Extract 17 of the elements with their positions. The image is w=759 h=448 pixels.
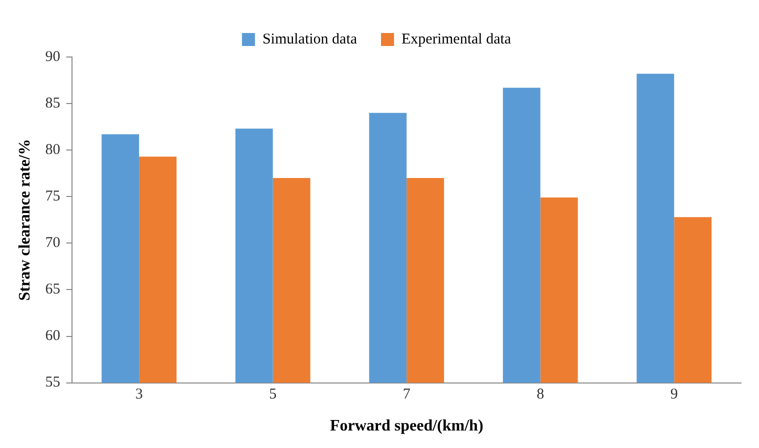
- y-tick-label: 75: [45, 188, 60, 205]
- y-tick-label: 65: [45, 282, 60, 298]
- y-tick-label: 85: [45, 95, 60, 112]
- y-tick-label: 55: [45, 374, 60, 391]
- legend-label: Simulation data: [262, 31, 358, 48]
- x-tick-label: 8: [536, 386, 544, 403]
- y-tick-label: 80: [45, 142, 60, 158]
- x-tick-label: 7: [402, 386, 411, 403]
- legend-label: Experimental data: [402, 31, 512, 48]
- y-axis-title: Straw clearance rate/%: [16, 139, 34, 301]
- y-tick-label: 70: [45, 235, 60, 252]
- y-tick-label: 60: [45, 328, 60, 344]
- x-tick-label: 5: [269, 386, 277, 403]
- x-axis-title: Forward speed/(km/h): [330, 418, 484, 435]
- x-tick-label: 9: [670, 386, 678, 403]
- y-tick-label: 90: [45, 48, 60, 65]
- x-tick-label: 3: [135, 386, 143, 403]
